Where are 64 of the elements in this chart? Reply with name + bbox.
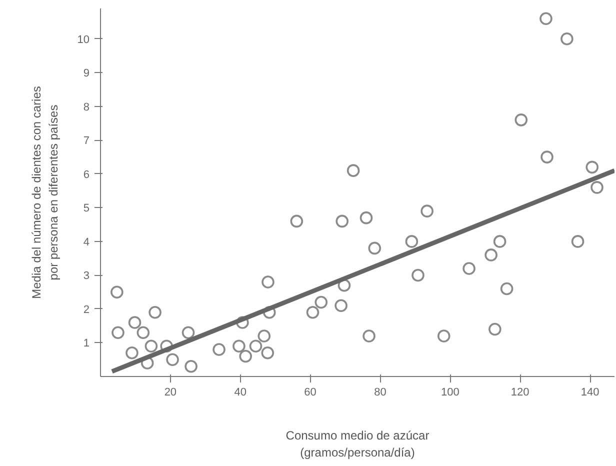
- point: [160, 340, 173, 353]
- y-axis-title: Media del número de dientes con caries por persona en diferentes países: [29, 86, 60, 299]
- point: [437, 330, 450, 342]
- point: [488, 322, 502, 336]
- point: [239, 350, 252, 363]
- y-tick-label: 1: [83, 338, 90, 350]
- point: [540, 150, 554, 164]
- point: [148, 306, 162, 319]
- point: [462, 262, 476, 275]
- point: [540, 12, 552, 26]
- point: [290, 214, 304, 228]
- y-tick-label: 4: [83, 236, 90, 248]
- point: [346, 164, 360, 177]
- point: [126, 346, 138, 360]
- x-axis-title: Consumo medio de azúcar (gramos/persona/día): [286, 428, 430, 460]
- point: [493, 235, 506, 248]
- point: [236, 316, 249, 329]
- x-tick-label: 40: [234, 386, 246, 398]
- point: [590, 181, 604, 194]
- x-tick-label: 20: [164, 386, 177, 398]
- x-tick-label: 100: [440, 386, 460, 398]
- point: [362, 330, 376, 342]
- point: [405, 235, 418, 248]
- point: [360, 211, 373, 224]
- point: [249, 340, 262, 353]
- point: [212, 343, 226, 356]
- point: [262, 276, 274, 288]
- point: [258, 330, 271, 342]
- point: [144, 340, 158, 353]
- y-tick-label: 9: [83, 68, 90, 80]
- point: [338, 278, 351, 292]
- y-tick-label: 3: [83, 270, 90, 282]
- point: [484, 248, 498, 262]
- point: [314, 296, 328, 309]
- point: [368, 242, 382, 255]
- point: [334, 299, 348, 312]
- point: [184, 360, 198, 373]
- point: [232, 340, 246, 353]
- point: [112, 326, 124, 339]
- point: [136, 326, 150, 339]
- point: [110, 286, 124, 298]
- point: [166, 353, 179, 366]
- x-tick-label: 80: [374, 386, 386, 398]
- point: [336, 214, 349, 228]
- y-tick-label: 7: [83, 135, 90, 148]
- point: [560, 32, 574, 46]
- x-tick-label: 140: [580, 386, 600, 398]
- point: [128, 316, 142, 329]
- y-tick-label: 2: [83, 304, 90, 316]
- point: [586, 160, 599, 174]
- x-tick-label: 120: [510, 386, 530, 398]
- point: [306, 306, 320, 319]
- x-tick-label: 60: [304, 386, 316, 398]
- y-tick-label: 6: [83, 168, 90, 181]
- y-tick-label: 10: [77, 34, 90, 46]
- point: [261, 346, 274, 360]
- point: [420, 204, 434, 218]
- point: [514, 114, 528, 126]
- point: [182, 326, 195, 339]
- point: [571, 235, 584, 248]
- y-tick-label: 5: [83, 202, 90, 215]
- point: [500, 282, 514, 296]
- y-tick-label: 8: [83, 101, 90, 114]
- point: [412, 268, 424, 282]
